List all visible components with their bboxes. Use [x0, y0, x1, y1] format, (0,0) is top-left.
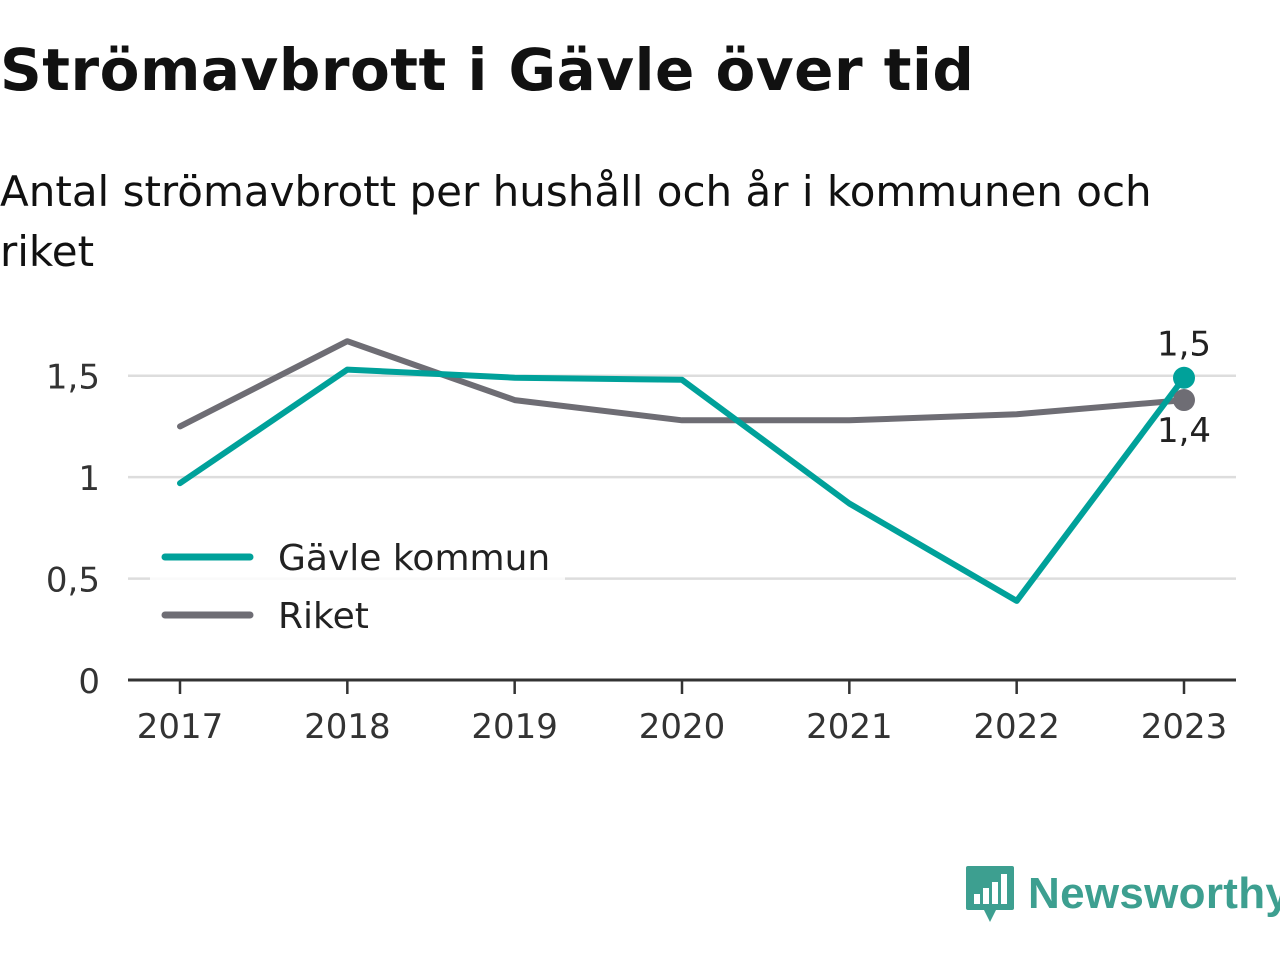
end-point-marker	[1173, 366, 1195, 389]
bar-chart-speech-bubble-icon	[966, 866, 1014, 922]
x-tick-label: 2019	[471, 707, 558, 747]
end-value-label: 1,4	[1157, 411, 1211, 451]
legend-background	[150, 520, 565, 660]
y-tick-label: 0,5	[46, 561, 100, 601]
legend-label: Gävle kommun	[278, 538, 550, 579]
chart-subtitle: Antal strömavbrott per hushåll och år i …	[0, 167, 1152, 276]
end-value-label: 1,5	[1157, 325, 1211, 365]
x-tick-label: 2021	[806, 707, 893, 747]
series-line-gävle-kommun	[177, 366, 1187, 604]
y-tick-label: 0	[78, 662, 100, 702]
newsworthy-logo: Newsworthy	[964, 864, 1280, 924]
y-tick-label: 1,5	[46, 358, 100, 398]
logo-text: Newsworthy	[1028, 869, 1280, 918]
legend: Gävle kommun Riket	[150, 520, 565, 660]
axis-layer: 0 0,5 1 1,5 2017 2018 2019 2020 2021 2022 2023	[46, 358, 1236, 747]
y-tick-label: 1	[78, 459, 100, 499]
x-tick-label: 2017	[137, 707, 224, 747]
series-line-riket	[177, 338, 1187, 430]
x-tick-label: 2023	[1141, 707, 1228, 747]
chart-title: Strömavbrott i Gävle över tid	[0, 36, 975, 104]
series-layer	[177, 338, 1195, 604]
end-labels: 1,5 1,4	[1157, 325, 1211, 451]
x-tick-label: 2020	[639, 707, 726, 747]
legend-label: Riket	[278, 596, 369, 637]
x-tick-label: 2018	[304, 707, 391, 747]
x-tick-label: 2022	[973, 707, 1060, 747]
end-point-marker	[1173, 389, 1195, 412]
